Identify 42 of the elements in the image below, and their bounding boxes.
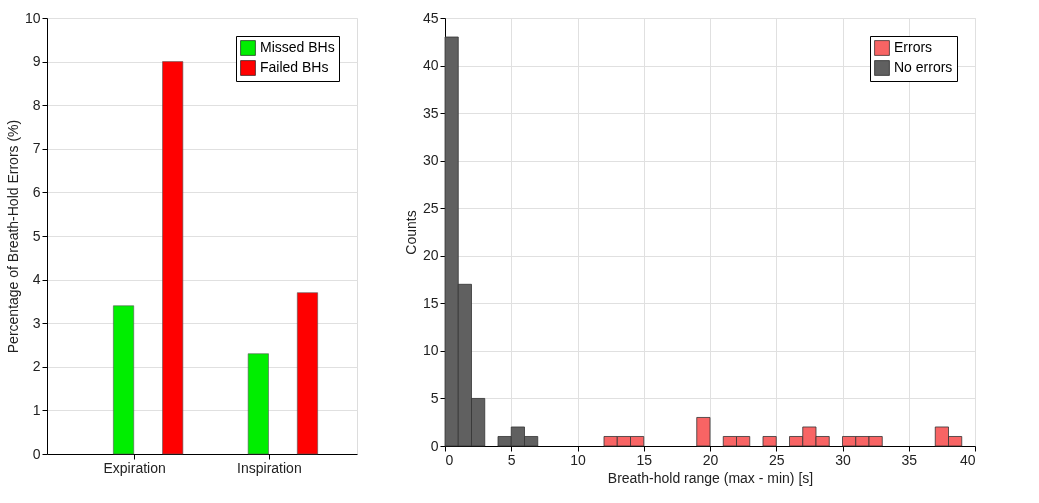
y-tick-label: 4 bbox=[32, 271, 41, 288]
y-tick-label: 20 bbox=[422, 247, 439, 264]
legend-label: No errors bbox=[894, 59, 953, 75]
x-tick-label: 10 bbox=[570, 451, 586, 468]
y-tick-label: 7 bbox=[32, 140, 41, 157]
y-tick-label: 0 bbox=[430, 437, 439, 454]
y-axis-title: Percentage of Breath-Hold Errors (%) bbox=[4, 119, 21, 354]
y-tick-label: 25 bbox=[422, 199, 439, 216]
bar bbox=[113, 305, 135, 455]
y-tick-label: 10 bbox=[422, 342, 439, 359]
y-tick-label: 40 bbox=[422, 57, 439, 74]
x-tick-label: 5 bbox=[507, 451, 516, 468]
legend-label: Errors bbox=[894, 39, 933, 55]
x-tick-label: 40 bbox=[959, 451, 976, 468]
y-tick-label: 10 bbox=[24, 9, 41, 26]
x-tick-label: Expiration bbox=[103, 459, 166, 476]
x-axis-title: Breath-hold range (max - min) [s] bbox=[607, 469, 814, 486]
y-tick-label: 30 bbox=[422, 152, 439, 169]
y-tick-label: 45 bbox=[422, 9, 439, 26]
bar bbox=[162, 61, 184, 455]
y-tick-label: 5 bbox=[32, 227, 41, 244]
y-tick-label: 9 bbox=[32, 53, 41, 70]
x-tick-label: 35 bbox=[901, 451, 918, 468]
x-tick-label: 20 bbox=[702, 451, 719, 468]
y-tick-label: 5 bbox=[430, 389, 439, 406]
x-tick-label: 30 bbox=[835, 451, 851, 468]
legend-label: Missed BHs bbox=[260, 39, 335, 55]
x-tick-label: Inspiration bbox=[237, 459, 302, 476]
y-tick-label: 1 bbox=[32, 401, 41, 418]
x-tick-label: 15 bbox=[636, 451, 653, 468]
y-tick-label: 2 bbox=[32, 358, 41, 375]
legend-label: Failed BHs bbox=[260, 59, 329, 75]
x-tick-label: 0 bbox=[445, 451, 454, 468]
x-tick-label: 25 bbox=[768, 451, 785, 468]
y-tick-label: 3 bbox=[32, 314, 41, 331]
y-axis-title: Counts bbox=[402, 210, 419, 255]
y-tick-label: 8 bbox=[32, 96, 41, 113]
bar bbox=[297, 292, 318, 455]
y-tick-label: 15 bbox=[422, 294, 439, 311]
bar bbox=[247, 353, 269, 455]
y-tick-label: 35 bbox=[422, 104, 439, 121]
y-tick-label: 6 bbox=[32, 183, 41, 200]
